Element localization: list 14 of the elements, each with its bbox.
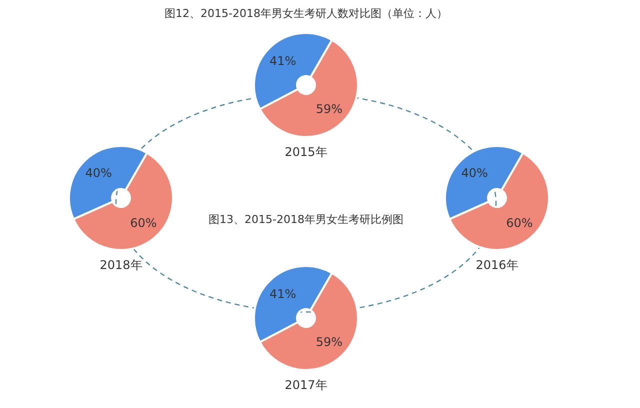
caption: 图13、2015-2018年男女生考研比例图	[208, 212, 404, 227]
data-label: 60%	[506, 216, 533, 230]
data-label: 40%	[461, 166, 488, 180]
text: 2015年	[284, 145, 328, 159]
data-label: 59%	[316, 102, 343, 116]
data-label: 59%	[316, 335, 343, 350]
data-label: 40%	[85, 166, 112, 180]
text: 2018年	[100, 258, 142, 272]
data-label: 41%	[269, 286, 296, 301]
text: 2017年	[284, 378, 328, 392]
data-label: 60%	[130, 216, 157, 230]
text: 2016年	[476, 258, 518, 272]
caption: 图12、2015-2018年男女生考研人数对比图（单位：人）	[164, 6, 448, 21]
data-label: 41%	[269, 54, 296, 68]
